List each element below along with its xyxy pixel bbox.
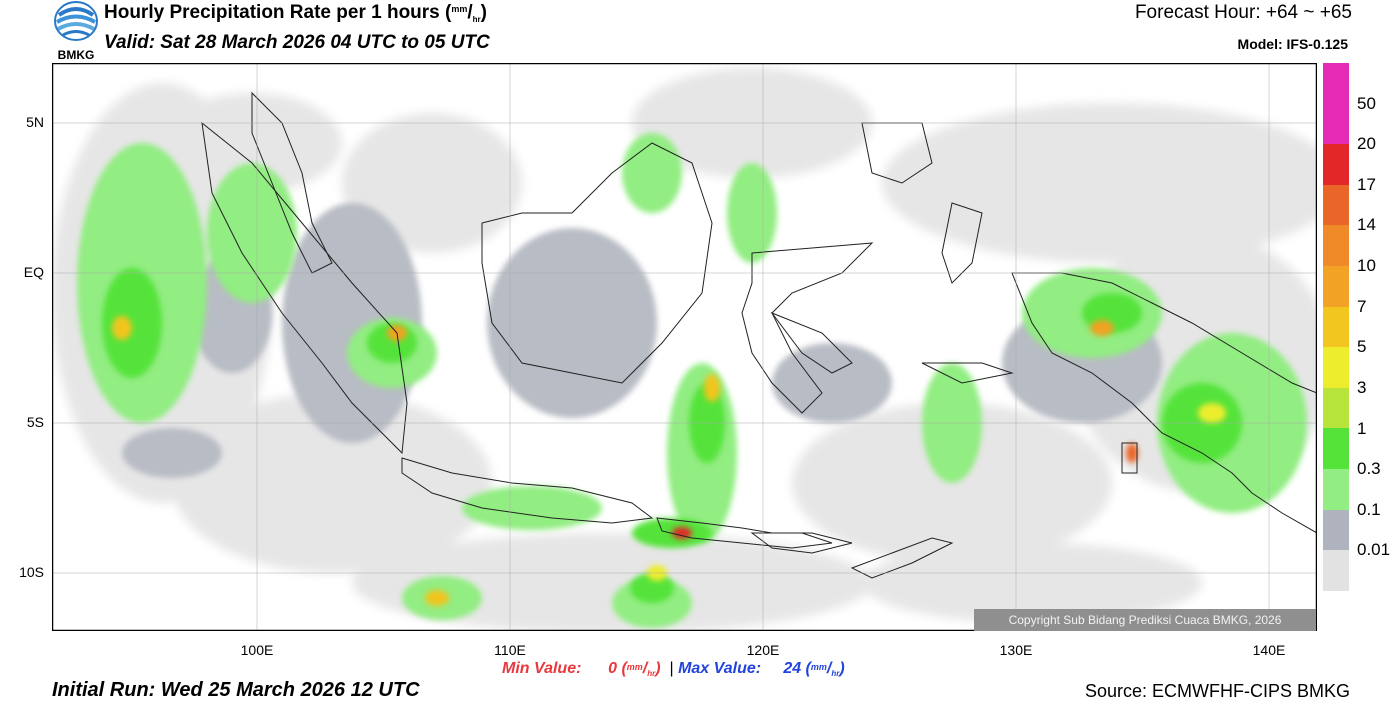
colorbar-segment-top (1323, 63, 1349, 104)
forecast-hour: Forecast Hour: +64 ~ +65 (1134, 2, 1352, 23)
colorbar-segment-10 (1323, 509, 1349, 551)
max-label: Max Value: (678, 660, 762, 677)
min-max-values: Min Value: 0 (mm/hr) | Max Value: 24 (mm… (502, 660, 845, 678)
colorbar-tick-label: 50 (1357, 93, 1376, 113)
colorbar-segment-2 (1323, 184, 1349, 226)
lat-label-10s: 10S (19, 564, 44, 580)
copyright-notice: Copyright Sub Bidang Prediksi Cuaca BMKG… (974, 609, 1316, 631)
colorbar-segment-8 (1323, 428, 1349, 470)
bmkg-logo: BMKG (51, 1, 101, 62)
colorbar-tick-label: 0.1 (1357, 499, 1381, 519)
lon-label-110e: 110E (494, 642, 526, 658)
colorbar-segment-4 (1323, 266, 1349, 307)
lon-label-100e: 100E (240, 642, 274, 658)
colorbar-tick-label: 17 (1357, 174, 1376, 194)
lat-label-5s: 5S (26, 414, 44, 430)
logo-text: BMKG (58, 48, 95, 61)
min-label: Min Value: (502, 660, 582, 677)
colorbar-tick-label: 7 (1357, 296, 1367, 316)
colorbar-tick-label: 0.01 (1357, 540, 1391, 560)
colorbar (1323, 63, 1349, 591)
colorbar-tick-label: 3 (1357, 377, 1367, 397)
colorbar-tick-label: 14 (1357, 215, 1376, 235)
colorbar-tick-label: 10 (1357, 256, 1376, 276)
colorbar-tick-label: 5 (1357, 337, 1367, 357)
colorbar-segment-11 (1323, 550, 1349, 591)
colorbar-tick-label: 1 (1357, 418, 1367, 438)
lat-label-5n: 5N (26, 114, 44, 130)
precipitation-map (52, 63, 1317, 631)
colorbar-segment-1 (1323, 144, 1349, 185)
valid-time: Valid: Sat 28 March 2026 04 UTC to 05 UT… (104, 32, 490, 53)
lon-label-130e: 130E (999, 642, 1033, 658)
colorbar-tick-label: 20 (1357, 134, 1376, 154)
min-value: 0 (mm/hr) (608, 660, 661, 678)
max-value: 24 (mm/hr) (783, 660, 845, 678)
colorbar-segment-7 (1323, 387, 1349, 429)
colorbar-tick-label: 0.3 (1357, 459, 1381, 479)
lon-label-140e: 140E (1252, 642, 1286, 658)
page-title: Hourly Precipitation Rate per 1 hours (m… (104, 2, 487, 24)
colorbar-segment-3 (1323, 225, 1349, 267)
data-source: Source: ECMWFHF-CIPS BMKG (1084, 681, 1350, 701)
initial-run: Initial Run: Wed 25 March 2026 12 UTC (52, 679, 420, 701)
colorbar-segment-9 (1323, 469, 1349, 510)
lon-label-120e: 120E (746, 642, 780, 658)
colorbar-segment-6 (1323, 347, 1349, 388)
colorbar-segment-5 (1323, 306, 1349, 348)
lat-label-eq: EQ (23, 264, 44, 280)
model-name: Model: IFS-0.125 (1237, 36, 1348, 52)
colorbar-segment-0 (1323, 103, 1349, 145)
